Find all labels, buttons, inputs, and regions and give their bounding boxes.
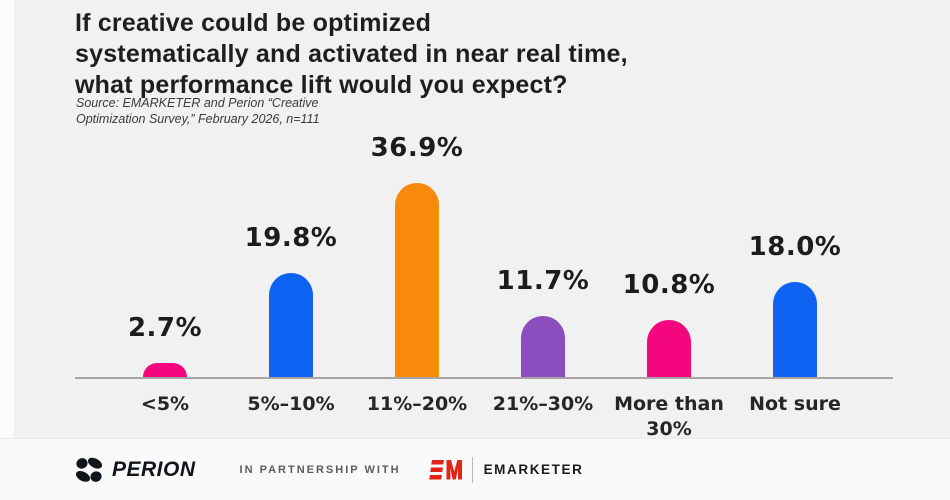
category-label: 5%–10% [247,393,335,415]
bar-value-label: 36.9% [370,133,464,163]
source-note: Source: EMARKETER and Perion “Creative O… [76,96,496,127]
emarketer-wordmark: EMARKETER [483,462,584,477]
logo-divider [471,456,473,483]
bar-value-label: 18.0% [748,232,842,262]
x-axis-line [75,377,893,379]
bar [395,183,439,377]
bar [269,273,313,377]
bar-group: 19.8% [228,223,354,377]
bar-group: 36.9% [354,133,480,377]
chart-title-line: what performance lift would you expect? [75,71,568,99]
category-label: 11%–20% [366,393,468,415]
bar [773,282,817,377]
bar [521,316,565,377]
category-label: 21%–30% [492,393,594,415]
bar-value-label: 11.7% [496,266,590,296]
bar-group: 2.7% [102,313,228,377]
bar-group: 10.8% [606,270,732,377]
perion-logo-icon [75,457,103,483]
chart-title-line: If creative could be optimized [75,9,432,37]
source-note-line: Source: EMARKETER and Perion “Creative [76,96,319,110]
bar-group: 18.0% [732,232,858,377]
bar-value-label: 19.8% [244,223,338,253]
perion-wordmark: PERION [112,457,196,481]
bar-value-label: 2.7% [127,313,203,343]
bar-group: 11.7% [480,266,606,377]
source-note-line: Optimization Survey,” February 2026, n=1… [76,111,320,126]
category-label: More than 30% [614,393,724,440]
category-label: Not sure [749,393,841,415]
bar-chart-plot-area: 2.7% 19.8% 36.9% 11.7% 10.8% 18.0% [102,130,858,377]
left-margin-strip [0,0,14,500]
x-axis-labels: <5% 5%–10% 11%–20% 21%–30% More than 30% Not … [102,392,858,441]
emarketer-logo-icon [427,459,463,481]
bar [647,320,691,377]
chart-title-line: systematically and activated in near rea… [75,40,628,68]
chart-title: If creative could be optimized systemati… [75,8,715,101]
footer-bar: PERION IN PARTNERSHIP WITH EMARKETER [0,438,950,500]
bar-value-label: 10.8% [622,270,716,300]
category-label: <5% [140,393,190,415]
bar [143,363,187,377]
partnership-text: IN PARTNERSHIP WITH [239,463,401,476]
